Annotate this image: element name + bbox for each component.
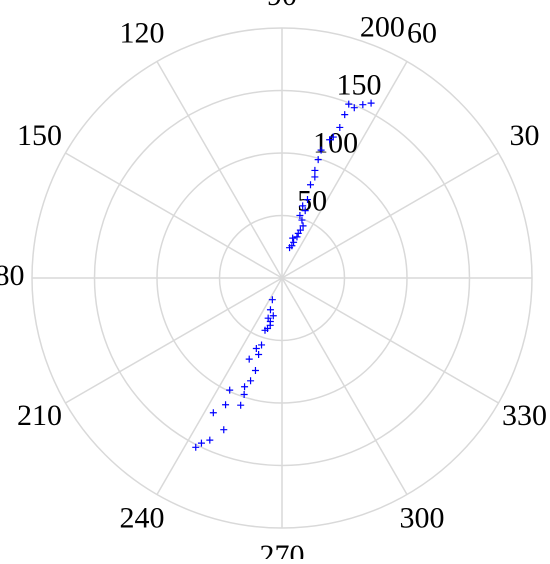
grid-spoke xyxy=(281,61,408,279)
theta-tick-label: 150 xyxy=(17,119,62,152)
point xyxy=(266,317,274,325)
theta-tick-label: 60 xyxy=(407,16,437,49)
point xyxy=(359,101,367,109)
r-tick-label: 200 xyxy=(360,10,405,43)
point xyxy=(209,409,217,417)
point xyxy=(264,324,272,332)
point xyxy=(251,367,259,375)
point xyxy=(222,401,230,409)
point xyxy=(240,391,248,399)
point xyxy=(237,401,245,409)
theta-tick-label: 330 xyxy=(502,399,547,432)
point xyxy=(311,173,319,181)
point xyxy=(241,383,249,391)
point xyxy=(303,196,311,204)
point xyxy=(206,436,214,444)
grid-spoke xyxy=(65,152,283,279)
point xyxy=(286,244,294,252)
point xyxy=(268,296,276,304)
point xyxy=(293,233,301,241)
theta-tick-label: 30 xyxy=(509,119,539,152)
r-tick-label: 150 xyxy=(336,68,381,101)
point xyxy=(367,99,375,107)
point xyxy=(289,234,297,242)
point xyxy=(341,111,349,119)
r-tick-label: 50 xyxy=(297,184,327,217)
grid-spoke xyxy=(156,277,283,495)
point xyxy=(220,426,228,434)
theta-tick-label: 90 xyxy=(267,0,297,12)
point xyxy=(299,202,307,210)
point xyxy=(296,212,304,220)
theta-tick-label: 240 xyxy=(120,501,165,534)
point xyxy=(307,181,315,189)
theta-tick-label: 270 xyxy=(260,539,305,559)
point xyxy=(269,312,277,320)
grid-spoke xyxy=(281,277,499,404)
point xyxy=(258,341,266,349)
point xyxy=(192,443,200,451)
grid-spoke xyxy=(156,61,283,279)
grid-spoke xyxy=(65,277,283,404)
grid-spoke xyxy=(281,277,408,495)
theta-tick-label: 210 xyxy=(17,399,62,432)
theta-tick-label: 300 xyxy=(400,501,445,534)
point xyxy=(299,222,307,230)
r-tick-label: 100 xyxy=(313,126,358,159)
point xyxy=(345,100,353,108)
theta-tick-label: 120 xyxy=(120,16,165,49)
point xyxy=(298,216,306,224)
point xyxy=(301,207,309,215)
point xyxy=(317,146,325,154)
point xyxy=(255,351,263,359)
point xyxy=(197,439,205,447)
point xyxy=(314,156,322,164)
point xyxy=(247,377,255,385)
point xyxy=(294,229,302,237)
point xyxy=(329,133,337,141)
point xyxy=(252,344,260,352)
theta-tick-label: 180 xyxy=(0,259,25,292)
point xyxy=(290,238,298,246)
point xyxy=(311,166,319,174)
point xyxy=(350,104,358,112)
point xyxy=(226,386,234,394)
point xyxy=(266,306,274,314)
grid-spoke xyxy=(281,152,499,279)
point xyxy=(336,123,344,131)
point xyxy=(245,355,253,363)
point xyxy=(326,136,334,144)
